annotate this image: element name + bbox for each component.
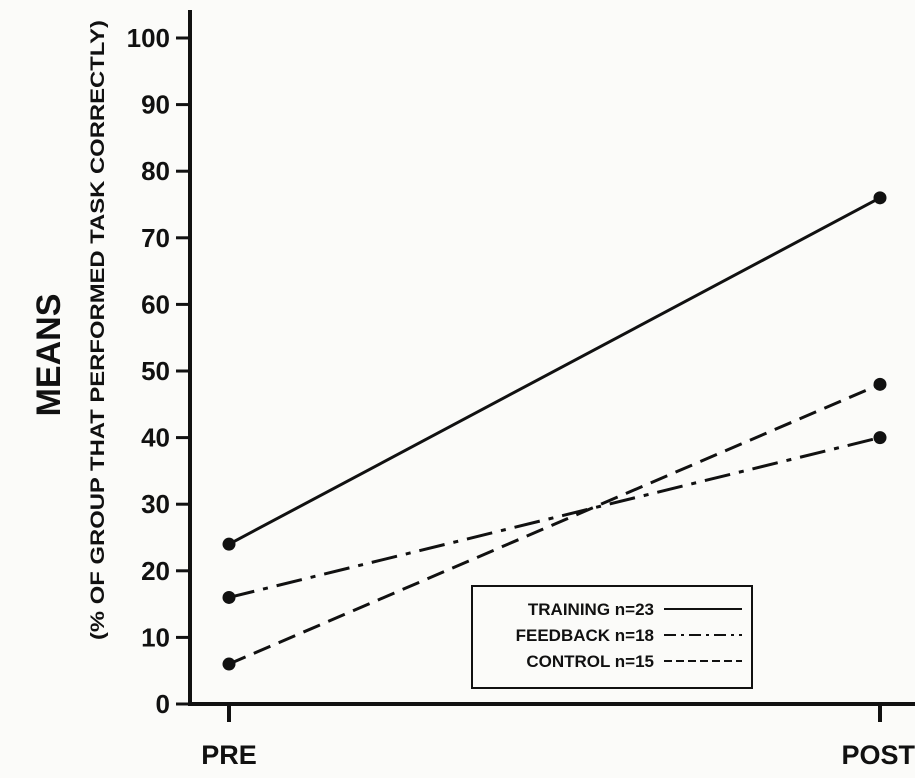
legend-box xyxy=(471,585,753,689)
y-axis-title-group: MEANS (% OF GROUP THAT PERFORMED TASK CO… xyxy=(30,20,109,640)
y-tick-label: 20 xyxy=(141,556,170,586)
legend-label: FEEDBACK n=18 xyxy=(516,626,654,645)
x-category-label: PRE xyxy=(201,740,257,770)
series-line xyxy=(228,196,881,546)
legend-label: CONTROL n=15 xyxy=(526,652,654,671)
y-tick-label: 80 xyxy=(141,156,170,186)
y-tick-label: 40 xyxy=(141,423,170,453)
y-tick-label: 70 xyxy=(141,223,170,253)
y-tick-label: 0 xyxy=(156,689,170,719)
y-tick-label: 90 xyxy=(141,90,170,120)
x-category-label: POST xyxy=(841,740,915,770)
series-dash-dot xyxy=(222,431,887,604)
y-tick-label: 60 xyxy=(141,289,170,319)
data-point xyxy=(222,590,236,604)
series-dashed xyxy=(222,377,887,671)
x-ticks: PRE POST xyxy=(201,702,915,770)
legend: TRAINING n=23 FEEDBACK n=18 CONTROL n=15 xyxy=(471,585,753,689)
series-line xyxy=(228,382,881,666)
y-axis-subtitle: (% OF GROUP THAT PERFORMED TASK CORRECTL… xyxy=(88,20,109,640)
y-tick-label: 30 xyxy=(141,489,170,519)
data-point xyxy=(222,657,236,671)
data-point xyxy=(873,191,887,205)
data-point xyxy=(222,537,236,551)
data-point xyxy=(873,431,887,445)
y-tick-label: 100 xyxy=(127,23,170,53)
y-tick-label: 50 xyxy=(141,356,170,386)
series-solid xyxy=(222,191,887,551)
series-layer xyxy=(222,191,887,671)
data-point xyxy=(873,377,887,391)
y-ticks: 0 10 20 30 40 50 60 70 80 90 100 xyxy=(127,23,190,719)
legend-label: TRAINING n=23 xyxy=(528,600,654,619)
y-axis-title: MEANS xyxy=(30,294,68,417)
y-tick-label: 10 xyxy=(141,622,170,652)
series-line xyxy=(228,436,881,599)
